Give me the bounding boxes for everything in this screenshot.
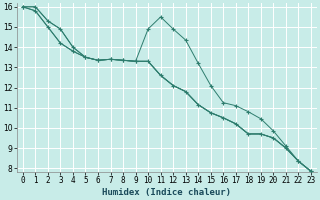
X-axis label: Humidex (Indice chaleur): Humidex (Indice chaleur) (102, 188, 231, 197)
